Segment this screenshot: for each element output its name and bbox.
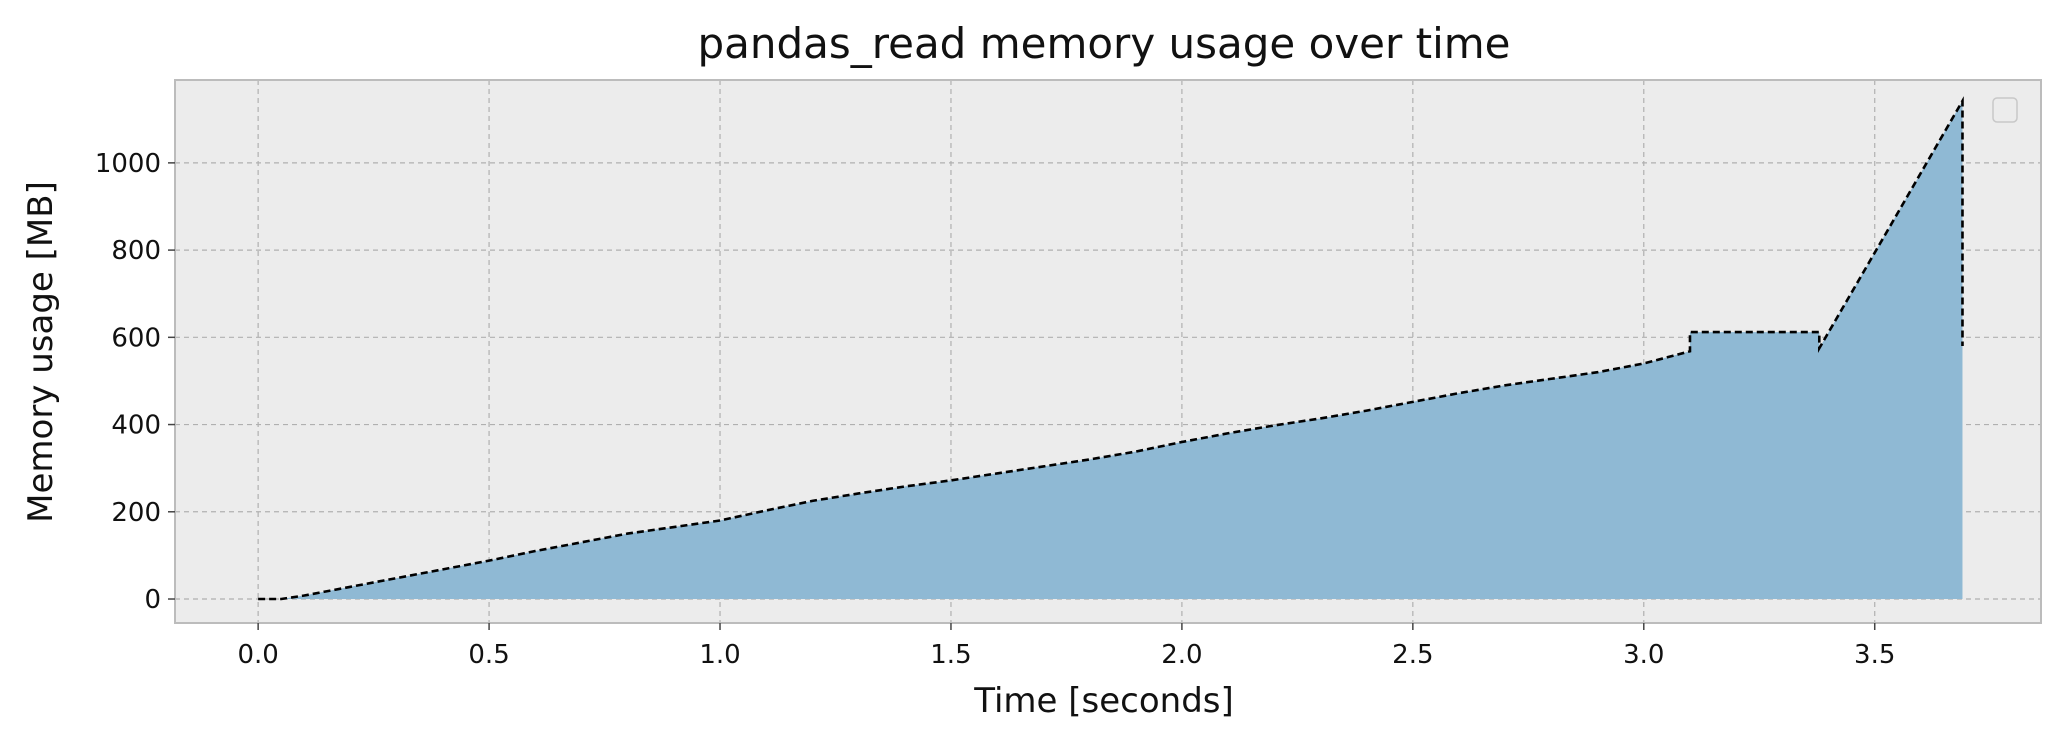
legend: [1992, 97, 2018, 123]
x-tick-label: 0.5: [468, 640, 509, 670]
y-axis-label: Memory usage [MB]: [21, 181, 61, 523]
area-fill: [258, 100, 1963, 600]
chart-title: pandas_read memory usage over time: [697, 19, 1510, 68]
plot-frame: [174, 79, 2042, 624]
y-tick-label: 200: [111, 498, 161, 528]
y-tick-label: 600: [111, 323, 161, 353]
x-axis-label: Time [seconds]: [973, 681, 1234, 721]
x-tick-label: 3.0: [1623, 640, 1664, 670]
tick-labels: 0.0 0.5 1.0 1.5 2.0 2.5 3.0 3.5 0 200 400 600 800 100…: [95, 149, 1896, 670]
x-tick-label: 0.0: [237, 640, 278, 670]
area-series: [258, 96, 1964, 601]
y-tick-label: 400: [111, 411, 161, 441]
x-tick-label: 2.5: [1392, 640, 1433, 670]
x-tick-label: 3.5: [1854, 640, 1895, 670]
x-tick-label: 1.5: [930, 640, 971, 670]
y-tick-label: 1000: [95, 149, 161, 179]
x-tick-label: 1.0: [699, 640, 740, 670]
y-tick-label: 0: [144, 585, 161, 615]
x-tick-label: 2.0: [1161, 640, 1202, 670]
y-tick-label: 800: [111, 236, 161, 266]
